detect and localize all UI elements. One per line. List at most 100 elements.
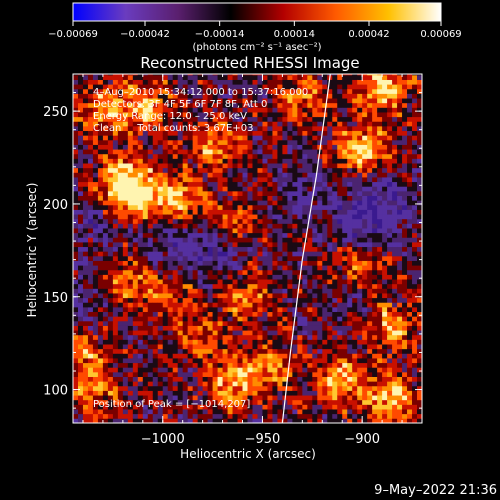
heatmap-cell (227, 399, 233, 405)
heatmap-cell (342, 344, 348, 350)
heatmap-cell (237, 88, 243, 94)
heatmap-cell (382, 232, 388, 238)
heatmap-cell (262, 246, 268, 252)
heatmap-cell (157, 237, 164, 243)
heatmap-cell (82, 200, 89, 206)
heatmap-cell (337, 74, 343, 76)
heatmap-cell (242, 274, 248, 280)
heatmap-cell (117, 381, 124, 387)
heatmap-cell (257, 177, 263, 183)
heatmap-cell (322, 381, 328, 387)
heatmap-cell (87, 358, 94, 364)
heatmap-cell (152, 283, 159, 289)
heatmap-cell (352, 186, 358, 192)
heatmap-cell (167, 74, 174, 76)
heatmap-cell (112, 306, 119, 313)
heatmap-cell (137, 348, 144, 354)
heatmap-cell (352, 228, 358, 234)
heatmap-cell (172, 144, 179, 150)
heatmap-cell (377, 74, 383, 76)
heatmap-cell (252, 279, 258, 285)
heatmap-cell (82, 334, 89, 340)
heatmap-cell (152, 195, 159, 201)
heatmap-cell (177, 260, 184, 266)
heatmap-cell (337, 84, 343, 90)
heatmap-cell (217, 302, 223, 308)
heatmap-cell (142, 163, 149, 169)
heatmap-cell (122, 367, 129, 373)
heatmap-cell (282, 130, 288, 136)
heatmap-cell (287, 293, 293, 299)
heatmap-cell (177, 339, 184, 345)
heatmap-cell (192, 167, 199, 173)
heatmap-cell (187, 371, 194, 377)
heatmap-cell (152, 181, 159, 187)
heatmap-cell (127, 139, 134, 145)
heatmap-cell (297, 172, 303, 178)
heatmap-cell (202, 246, 209, 252)
heatmap-cell (317, 74, 323, 76)
heatmap-cell (382, 413, 388, 419)
heatmap-cell (202, 102, 209, 108)
heatmap-cell (367, 353, 373, 359)
heatmap-cell (262, 116, 268, 122)
heatmap-cell (352, 279, 358, 285)
heatmap-cell (287, 214, 293, 220)
heatmap-cell (207, 74, 213, 80)
heatmap-cell (312, 149, 318, 155)
heatmap-cell (347, 149, 353, 155)
heatmap-cell (332, 269, 338, 275)
heatmap-cell (97, 311, 104, 317)
heatmap-cell (182, 390, 189, 396)
heatmap-cell (367, 251, 373, 257)
heatmap-cell (237, 158, 243, 164)
heatmap-cell (367, 246, 373, 252)
heatmap-cell (317, 74, 323, 80)
heatmap-cell (302, 344, 308, 350)
heatmap-cell (132, 269, 139, 275)
heatmap-cell (207, 404, 213, 410)
heatmap-cell (232, 88, 238, 94)
heatmap-cell (177, 399, 184, 405)
heatmap-cell (292, 279, 298, 285)
heatmap-cell (347, 320, 353, 326)
heatmap-cell (102, 297, 109, 303)
heatmap-cell (397, 385, 403, 391)
heatmap-cell (227, 265, 233, 271)
heatmap-cell (197, 297, 204, 303)
heatmap-cell (102, 330, 109, 336)
heatmap-cell (342, 195, 348, 201)
heatmap-cell (312, 255, 318, 261)
heatmap-cell (312, 130, 318, 136)
heatmap-cell (142, 204, 149, 210)
heatmap-cell (122, 390, 129, 396)
heatmap-cell (382, 214, 388, 220)
heatmap-cell (237, 163, 243, 169)
heatmap-cell (217, 330, 223, 336)
heatmap-cell (177, 279, 184, 285)
heatmap-cell (287, 320, 293, 326)
heatmap-cell (287, 381, 293, 387)
heatmap-cell (217, 334, 223, 340)
heatmap-cell (107, 204, 114, 210)
heatmap-cell (107, 237, 114, 243)
heatmap-cell (87, 84, 94, 90)
heatmap-cell (392, 223, 398, 229)
heatmap-cell (102, 269, 109, 275)
heatmap-cell (107, 102, 114, 108)
heatmap-cell (257, 195, 263, 201)
heatmap-cell (87, 172, 94, 178)
heatmap-cell (397, 339, 403, 345)
heatmap-cell (282, 279, 288, 285)
heatmap-cell (282, 371, 288, 377)
heatmap-cell (392, 395, 398, 401)
heatmap-cell (322, 288, 328, 294)
heatmap-cell (137, 288, 144, 294)
heatmap-cell (127, 265, 134, 271)
heatmap-cell (232, 144, 238, 150)
heatmap-cell (137, 93, 144, 99)
heatmap-cell (202, 98, 209, 104)
heatmap-cell (352, 93, 358, 99)
heatmap-cell (137, 139, 144, 145)
heatmap-cell (282, 302, 288, 308)
